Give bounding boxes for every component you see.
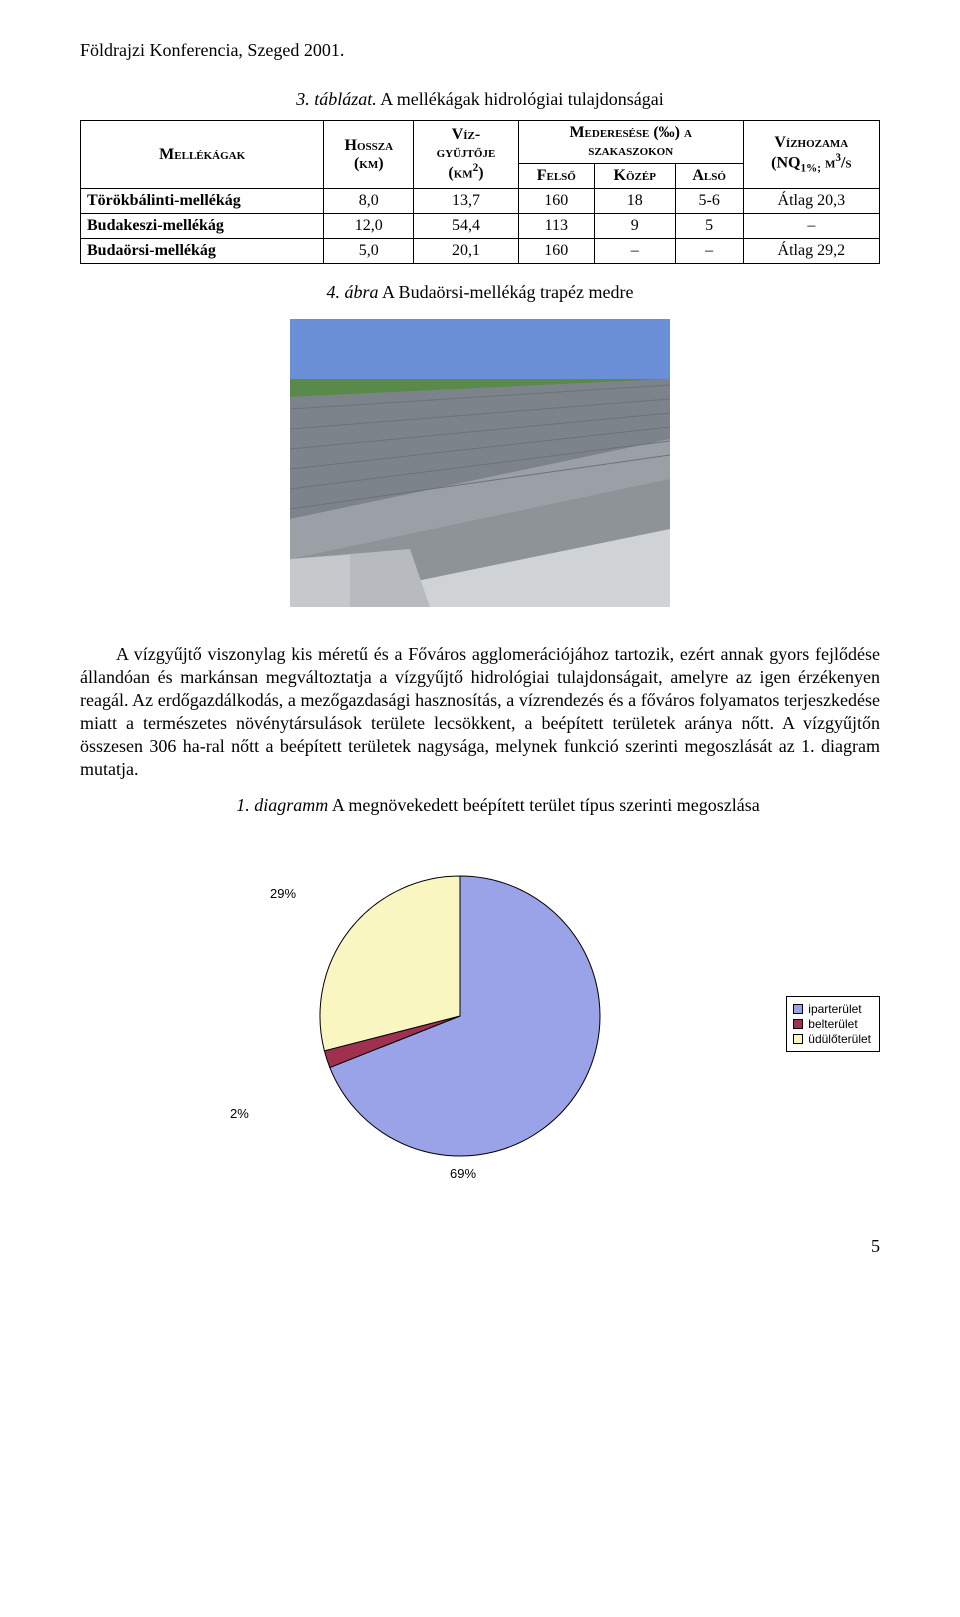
page-header: Földrajzi Konferencia, Szeged 2001. [80,40,880,61]
th-hossza-l1: Hossza [345,137,394,154]
cell: 18 [594,189,675,214]
cell: 5 [675,214,743,239]
diagram-caption-num: 1. diagramm [236,795,328,815]
th-hozam-l1: Vízhozama [774,134,848,151]
table-row: Budakeszi-mellékág 12,0 54,4 113 9 5 – [81,214,880,239]
th-viz-l3b: ) [478,165,483,182]
th-hossza-l2: (km) [354,155,384,172]
figure-caption: 4. ábra A Budaörsi-mellékág trapéz medre [80,282,880,303]
th-vizgyujto: Víz- gyűjtője (km2) [414,121,519,189]
th-vizhozama: Vízhozama (NQ1%; m3/s [743,121,879,189]
table-row: Törökbálinti-mellékág 8,0 13,7 160 18 5-… [81,189,880,214]
th-mellekagak: Mellékágak [81,121,324,189]
cell: 12,0 [324,214,414,239]
table-caption-num: 3. táblázat. [296,89,377,109]
figure-image [290,319,670,607]
legend-swatch [793,1034,803,1044]
body-paragraph: A vízgyűjtő viszonylag kis méretű és a F… [80,643,880,781]
cell: 5,0 [324,239,414,264]
diagram-caption-text: A megnövekedett beépített terület típus … [328,795,759,815]
cell: 13,7 [414,189,519,214]
cell: – [743,214,879,239]
cell-name: Budakeszi-mellékág [81,214,324,239]
legend-item: belterület [793,1017,871,1031]
figure-caption-num: 4. ábra [327,282,379,302]
cell: 160 [518,189,594,214]
th-hossza: Hossza (km) [324,121,414,189]
cell: – [594,239,675,264]
th-also: Alsó [675,164,743,189]
table-body: Törökbálinti-mellékág 8,0 13,7 160 18 5-… [81,189,880,264]
diagram-caption: 1. diagramm A megnövekedett beépített te… [80,795,880,816]
legend-label: üdülőterület [808,1032,871,1046]
th-viz-l1: Víz- [452,126,481,143]
cell-name: Budaörsi-mellékág [81,239,324,264]
legend-swatch [793,1004,803,1014]
pie-label-2: 2% [230,1106,249,1121]
th-med-l2: szakaszokon [588,142,673,159]
th-kozep: Közép [594,164,675,189]
cell: – [675,239,743,264]
pie-chart-area: 29% 2% 69% iparterület belterület üdülőt… [80,846,880,1206]
cell: Átlag 29,2 [743,239,879,264]
th-hozam-l2c: /s [841,155,852,172]
legend-label: belterület [808,1017,857,1031]
th-med-l1: Mederesése (‰) a [569,124,692,141]
legend-label: iparterület [808,1002,861,1016]
pie-legend: iparterület belterület üdülőterület [786,996,880,1052]
cell: Átlag 20,3 [743,189,879,214]
legend-item: iparterület [793,1002,871,1016]
cell: 113 [518,214,594,239]
pie-chart [310,866,610,1166]
th-viz-l3: (km [448,165,472,182]
cell: 160 [518,239,594,264]
table-row: Budaörsi-mellékág 5,0 20,1 160 – – Átlag… [81,239,880,264]
hydro-table: Mellékágak Hossza (km) Víz- gyűjtője (km… [80,120,880,264]
th-mederesese: Mederesése (‰) a szakaszokon [518,121,743,164]
legend-item: üdülőterület [793,1032,871,1046]
cell: 9 [594,214,675,239]
th-felso: Felső [518,164,594,189]
th-viz-l2: gyűjtője [437,144,496,161]
table-caption: 3. táblázat. A mellékágak hidrológiai tu… [80,89,880,110]
photo-placeholder-svg [290,319,670,607]
th-hozam-sub: 1%; [800,163,821,175]
pie-label-69: 69% [450,1166,476,1181]
figure-caption-text: A Budaörsi-mellékág trapéz medre [379,282,634,302]
legend-swatch [793,1019,803,1029]
pie-label-29: 29% [270,886,296,901]
cell: 8,0 [324,189,414,214]
cell: 20,1 [414,239,519,264]
cell: 54,4 [414,214,519,239]
th-hozam-l2b: m [821,155,835,172]
figure-image-wrap [80,319,880,607]
cell-name: Törökbálinti-mellékág [81,189,324,214]
cell: 5-6 [675,189,743,214]
table-caption-text: A mellékágak hidrológiai tulajdonságai [377,89,664,109]
page-number: 5 [80,1236,880,1257]
th-hozam-l2a: (NQ [771,155,800,172]
